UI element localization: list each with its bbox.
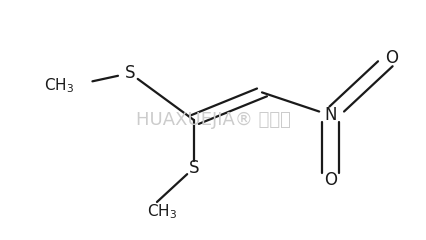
Text: S: S [125, 64, 135, 82]
Text: O: O [324, 171, 337, 189]
Text: CH$_3$: CH$_3$ [44, 76, 75, 95]
Text: N: N [324, 106, 337, 124]
Text: O: O [386, 48, 398, 66]
Text: S: S [189, 159, 199, 177]
Text: HUAXUEJIA® 化学加: HUAXUEJIA® 化学加 [135, 111, 291, 129]
Text: CH$_3$: CH$_3$ [147, 202, 177, 221]
